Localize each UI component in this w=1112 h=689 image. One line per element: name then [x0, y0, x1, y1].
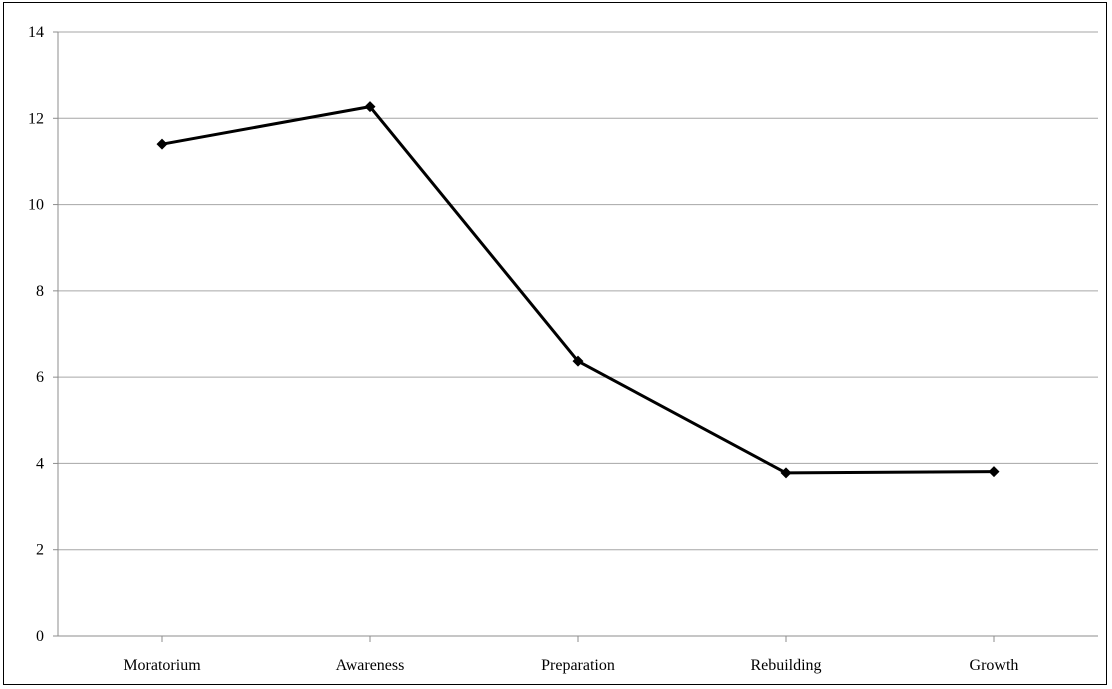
y-tick-label-8: 8	[36, 283, 44, 300]
data-point-rebuilding	[780, 467, 792, 479]
data-point-preparation	[572, 355, 584, 367]
data-point-moratorium	[156, 138, 168, 150]
series-line-layer	[160, 105, 996, 475]
y-tick-label-2: 2	[36, 542, 44, 559]
tick-labels: 0 2 4 6 8 10 12 14 Moratorium Awareness Preparatio…	[28, 24, 1018, 674]
x-tick-label-preparation: Preparation	[541, 657, 615, 674]
chart-frame	[3, 2, 1107, 685]
axes	[53, 31, 1098, 642]
y-tick-label-12: 12	[28, 110, 44, 127]
data-point-markers	[156, 101, 1000, 479]
data-point-awareness	[364, 101, 376, 113]
y-tick-label-10: 10	[28, 197, 44, 214]
y-tick-label-4: 4	[36, 455, 44, 472]
data-point-growth	[988, 466, 1000, 478]
x-tick-label-moratorium: Moratorium	[123, 657, 201, 674]
x-tick-label-growth: Growth	[970, 657, 1019, 674]
x-tick-label-rebuilding: Rebuilding	[750, 657, 821, 674]
y-tick-label-0: 0	[36, 628, 44, 645]
y-tick-label-14: 14	[28, 24, 44, 41]
y-tick-label-6: 6	[36, 369, 44, 386]
gridlines	[58, 31, 1098, 551]
series-line-0	[160, 105, 996, 475]
x-tick-label-awareness: Awareness	[336, 657, 405, 674]
